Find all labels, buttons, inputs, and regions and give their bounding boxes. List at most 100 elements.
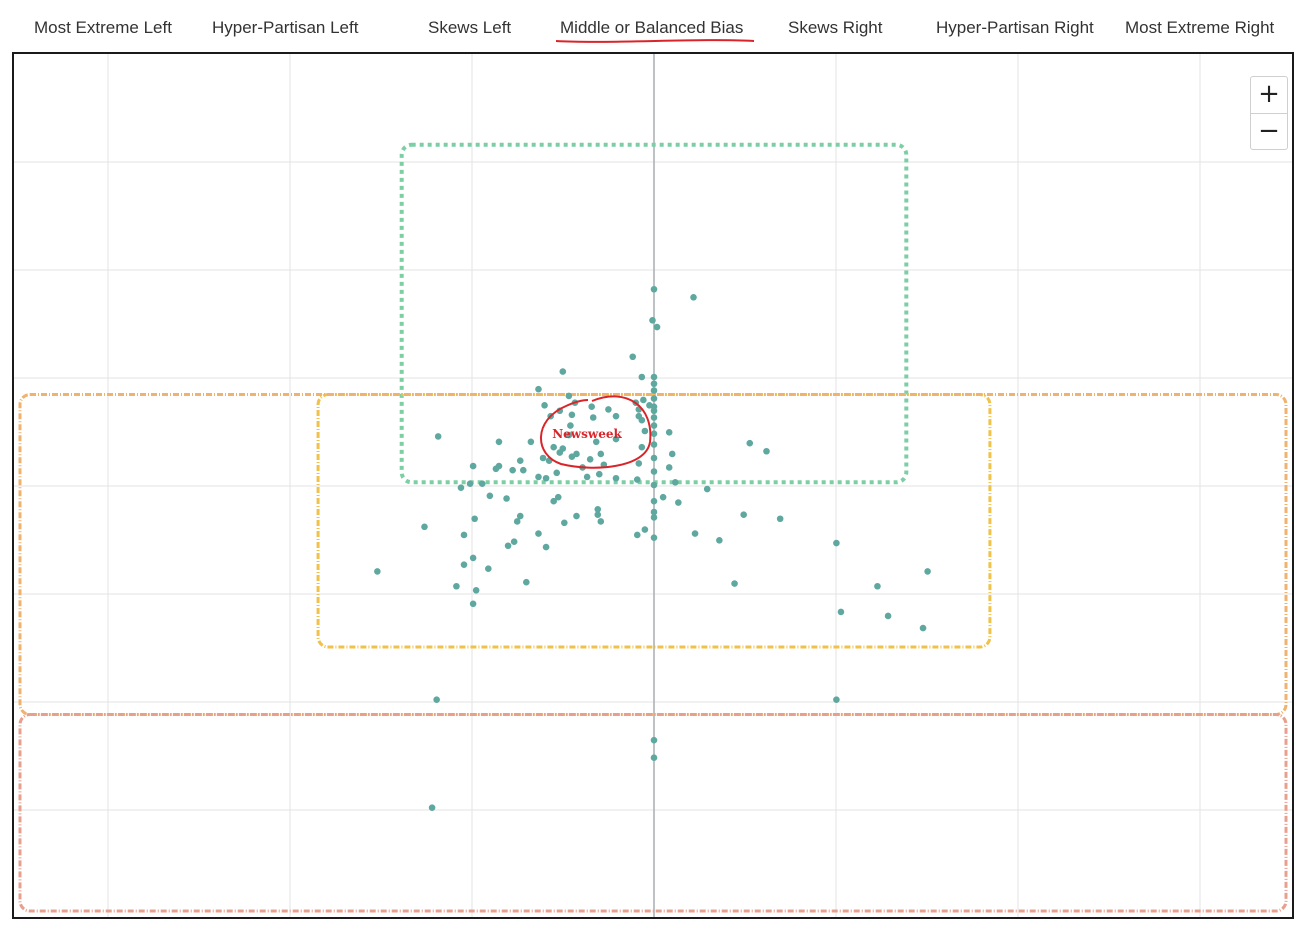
source-dot[interactable]	[485, 565, 492, 572]
source-dot[interactable]	[924, 568, 931, 575]
source-dot[interactable]	[478, 480, 486, 487]
source-dot[interactable]	[650, 468, 658, 475]
source-dot[interactable]	[653, 323, 661, 331]
source-dot[interactable]	[460, 531, 468, 539]
source-dot[interactable]	[650, 285, 658, 293]
source-dot[interactable]	[583, 473, 591, 481]
source-dot[interactable]	[553, 469, 561, 477]
source-dot[interactable]	[469, 462, 477, 470]
source-dot[interactable]	[542, 474, 550, 482]
source-dot[interactable]	[650, 497, 658, 505]
source-dot[interactable]	[650, 407, 658, 415]
source-dot[interactable]	[650, 454, 658, 462]
source-dot[interactable]	[588, 403, 595, 411]
source-dot[interactable]	[650, 508, 658, 516]
column-most-extreme-right[interactable]: Most Extreme Right	[1125, 18, 1275, 37]
source-dot[interactable]	[703, 485, 711, 493]
column-most-extreme-left[interactable]: Most Extreme Left	[34, 18, 172, 37]
source-dot[interactable]	[638, 373, 646, 381]
source-dot[interactable]	[527, 438, 535, 446]
source-dot[interactable]	[919, 624, 927, 632]
source-dot[interactable]	[469, 554, 477, 562]
source-dot[interactable]	[516, 457, 524, 465]
source-dot[interactable]	[567, 422, 574, 429]
source-dot[interactable]	[453, 582, 460, 590]
source-dot[interactable]	[434, 433, 442, 440]
source-dot[interactable]	[731, 580, 738, 587]
source-dot[interactable]	[650, 430, 658, 438]
source-dot[interactable]	[597, 450, 605, 458]
source-dot[interactable]	[509, 466, 516, 474]
source-dot[interactable]	[592, 438, 600, 446]
source-dot[interactable]	[510, 538, 518, 545]
source-dot[interactable]	[650, 534, 658, 541]
source-dot[interactable]	[457, 484, 465, 492]
source-dot[interactable]	[629, 353, 637, 361]
bias-scatter-chart[interactable]: Newsweek + −	[12, 52, 1294, 919]
source-dot[interactable]	[668, 450, 676, 458]
source-dot[interactable]	[471, 515, 478, 523]
source-dot[interactable]	[503, 495, 510, 502]
source-dot[interactable]	[833, 696, 840, 703]
source-dot[interactable]	[633, 531, 641, 539]
column-hyper-partisan-left[interactable]: Hyper-Partisan Left	[212, 18, 359, 37]
source-dot[interactable]	[504, 542, 512, 550]
source-dot[interactable]	[665, 464, 673, 471]
source-dot[interactable]	[675, 499, 682, 506]
source-dot[interactable]	[650, 481, 658, 489]
source-dot[interactable]	[472, 587, 480, 594]
source-dot[interactable]	[541, 402, 548, 409]
source-dot[interactable]	[650, 387, 658, 394]
source-dot[interactable]	[495, 438, 503, 446]
column-middle-or-balanced-bias[interactable]: Middle or Balanced Bias	[560, 18, 744, 37]
column-skews-right[interactable]: Skews Right	[788, 18, 883, 37]
column-hyper-partisan-right[interactable]: Hyper-Partisan Right	[936, 18, 1094, 37]
source-dot[interactable]	[650, 441, 658, 448]
source-dot[interactable]	[746, 439, 754, 447]
source-dot[interactable]	[837, 608, 845, 616]
source-dot[interactable]	[690, 294, 697, 301]
source-dot[interactable]	[650, 414, 658, 421]
source-dot[interactable]	[559, 368, 567, 375]
source-dot[interactable]	[641, 427, 649, 435]
source-dot[interactable]	[597, 518, 605, 525]
source-dot[interactable]	[595, 470, 603, 478]
source-dot[interactable]	[589, 414, 597, 421]
source-dot[interactable]	[573, 450, 580, 458]
source-dot[interactable]	[635, 460, 643, 467]
source-dot[interactable]	[568, 411, 576, 419]
source-dot[interactable]	[460, 561, 468, 568]
source-dot[interactable]	[594, 506, 602, 513]
source-dot[interactable]	[605, 406, 612, 413]
source-dot[interactable]	[433, 696, 440, 703]
source-dot[interactable]	[638, 443, 646, 451]
column-skews-left[interactable]: Skews Left	[428, 18, 512, 37]
source-dot[interactable]	[535, 530, 542, 537]
source-dot[interactable]	[650, 514, 658, 521]
source-dot[interactable]	[513, 518, 521, 525]
source-dot[interactable]	[561, 519, 568, 527]
source-dot[interactable]	[469, 600, 477, 608]
zoom-in-button[interactable]: +	[1258, 79, 1280, 109]
source-dot[interactable]	[650, 380, 658, 388]
zoom-out-button[interactable]: −	[1251, 113, 1287, 149]
source-dot[interactable]	[421, 523, 428, 531]
source-dot[interactable]	[550, 497, 557, 505]
source-dot[interactable]	[573, 512, 580, 520]
source-dot[interactable]	[671, 479, 679, 486]
source-dot[interactable]	[776, 515, 784, 523]
source-dot[interactable]	[516, 512, 524, 520]
source-dot[interactable]	[612, 435, 620, 443]
source-dot[interactable]	[691, 530, 699, 537]
source-dot[interactable]	[650, 395, 658, 402]
source-dot[interactable]	[650, 373, 658, 381]
source-dot[interactable]	[586, 456, 594, 463]
source-dot[interactable]	[649, 317, 656, 324]
source-dot[interactable]	[550, 443, 557, 451]
source-dot[interactable]	[556, 449, 564, 456]
source-dot[interactable]	[833, 539, 840, 547]
source-dot[interactable]	[640, 396, 647, 404]
source-dot[interactable]	[374, 568, 381, 575]
source-dot[interactable]	[763, 447, 770, 455]
source-dot[interactable]	[492, 465, 500, 473]
